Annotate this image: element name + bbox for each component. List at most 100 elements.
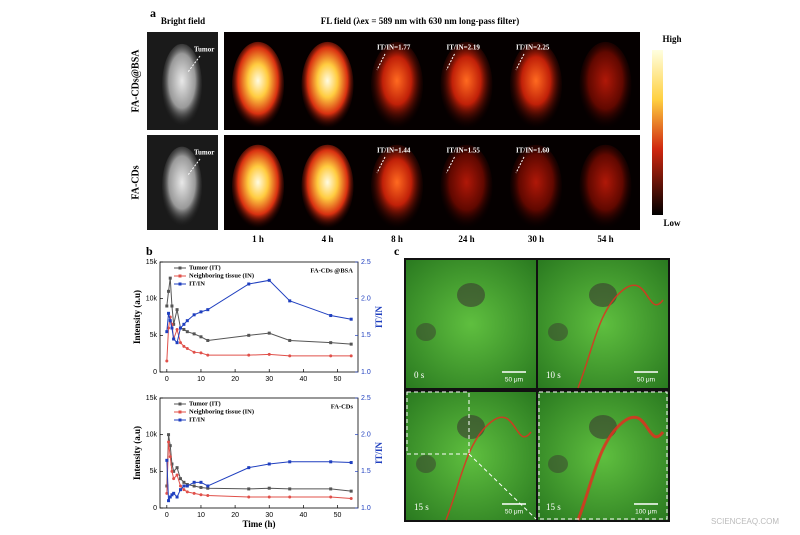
legend-marker bbox=[178, 418, 182, 422]
x-tick-label: 40 bbox=[299, 512, 307, 519]
time-label: 10 s bbox=[546, 370, 561, 380]
legend-marker bbox=[178, 274, 182, 278]
plot-frame bbox=[159, 397, 359, 509]
y2-tick-label: 1.0 bbox=[361, 369, 371, 376]
data-point bbox=[192, 332, 196, 336]
x-tick-label: 20 bbox=[231, 512, 239, 519]
data-point bbox=[175, 473, 179, 477]
data-point bbox=[206, 338, 210, 342]
data-point bbox=[170, 462, 174, 466]
data-point bbox=[349, 461, 353, 465]
data-point bbox=[247, 282, 251, 286]
data-point bbox=[165, 491, 169, 495]
data-point bbox=[168, 495, 172, 499]
y2-tick-label: 2.5 bbox=[361, 395, 371, 402]
ratio-label: IT/IN=1.44 bbox=[377, 147, 411, 155]
zoom-link bbox=[468, 453, 537, 520]
data-point bbox=[172, 322, 176, 326]
arrow bbox=[515, 53, 525, 71]
panel-label: b bbox=[146, 244, 153, 258]
data-point bbox=[172, 491, 176, 495]
data-point bbox=[178, 326, 182, 330]
data-point bbox=[247, 466, 251, 470]
mouse-fl bbox=[371, 144, 423, 229]
time-label: 54 h bbox=[597, 234, 613, 244]
mouse-fl bbox=[232, 144, 284, 229]
colorbar-high: High bbox=[662, 34, 681, 44]
x-tick-label: 0 bbox=[165, 376, 169, 383]
time-label: 1 h bbox=[252, 234, 264, 244]
panel-b: b 0 10 20 30 40 50 0 5k 10k 15k 1.0 1.5 2.0 2.5 Intensi… bbox=[132, 244, 384, 529]
fl-strip bbox=[224, 32, 640, 130]
mouse-fl bbox=[440, 41, 493, 129]
data-point bbox=[329, 487, 333, 491]
time-label: 15 s bbox=[546, 502, 561, 512]
data-point bbox=[175, 308, 179, 312]
dark-cell bbox=[416, 455, 436, 473]
data-point bbox=[168, 319, 172, 323]
data-point bbox=[349, 496, 353, 500]
panel-label: a bbox=[150, 6, 156, 20]
legend-label: Neighboring tissue (IN) bbox=[189, 272, 254, 279]
data-point bbox=[175, 341, 179, 345]
x-axis-label: Time (h) bbox=[242, 519, 275, 529]
data-point bbox=[267, 486, 271, 490]
data-point bbox=[178, 341, 182, 345]
data-point bbox=[168, 455, 172, 459]
mouse-fl bbox=[579, 41, 632, 129]
data-point bbox=[329, 314, 333, 318]
data-point bbox=[172, 337, 176, 341]
mouse-fl bbox=[232, 41, 284, 129]
dark-cell bbox=[457, 415, 485, 439]
row-label: FA-CDs bbox=[130, 165, 141, 199]
y2-axis-label: IT/IN bbox=[374, 441, 384, 464]
y2-axis-label: IT/IN bbox=[374, 305, 384, 328]
data-point bbox=[167, 326, 171, 330]
data-point bbox=[349, 489, 353, 493]
data-point bbox=[168, 276, 172, 280]
ratio-label: IT/IN=1.77 bbox=[377, 44, 411, 52]
x-tick-label: 30 bbox=[265, 512, 273, 519]
fl-strip bbox=[224, 135, 640, 230]
series-line bbox=[166, 316, 352, 362]
dark-cell bbox=[548, 455, 568, 473]
data-point bbox=[182, 327, 186, 331]
legend-marker bbox=[178, 402, 182, 406]
data-point bbox=[192, 350, 196, 354]
y-tick-label: 10k bbox=[146, 296, 158, 303]
data-point bbox=[165, 359, 169, 363]
data-point bbox=[170, 493, 174, 497]
scale-label: 100 μm bbox=[635, 509, 657, 516]
data-point bbox=[288, 299, 292, 303]
data-point bbox=[206, 494, 210, 498]
data-point bbox=[185, 490, 189, 494]
data-point bbox=[178, 484, 182, 488]
data-point bbox=[349, 354, 353, 358]
plot-frame bbox=[159, 261, 359, 373]
data-point bbox=[329, 495, 333, 499]
data-point bbox=[167, 311, 171, 315]
vessel bbox=[577, 284, 664, 389]
tumor-label: Tumor bbox=[194, 149, 214, 157]
time-label: 0 s bbox=[414, 370, 425, 380]
data-point bbox=[267, 352, 271, 356]
fl-title: FL field (λex = 589 nm with 630 nm long-… bbox=[321, 16, 520, 26]
data-point bbox=[192, 480, 196, 484]
colorbar bbox=[652, 50, 663, 215]
data-point bbox=[175, 466, 179, 470]
data-point bbox=[192, 484, 196, 488]
data-point bbox=[199, 485, 203, 489]
data-point bbox=[168, 444, 172, 448]
data-point bbox=[329, 354, 333, 358]
panel-a: a Bright field FL field (λex = 589 nm with… bbox=[130, 6, 681, 244]
data-point bbox=[182, 344, 186, 348]
zoom-box bbox=[538, 391, 668, 520]
dark-cell bbox=[457, 283, 485, 307]
mouse-fl bbox=[579, 144, 632, 229]
y-axis-label: Intensity (a.u) bbox=[132, 290, 142, 344]
data-point bbox=[199, 310, 203, 314]
data-point bbox=[247, 487, 251, 491]
y-tick-label: 15k bbox=[146, 395, 158, 402]
tumor-label: Tumor bbox=[194, 46, 214, 54]
